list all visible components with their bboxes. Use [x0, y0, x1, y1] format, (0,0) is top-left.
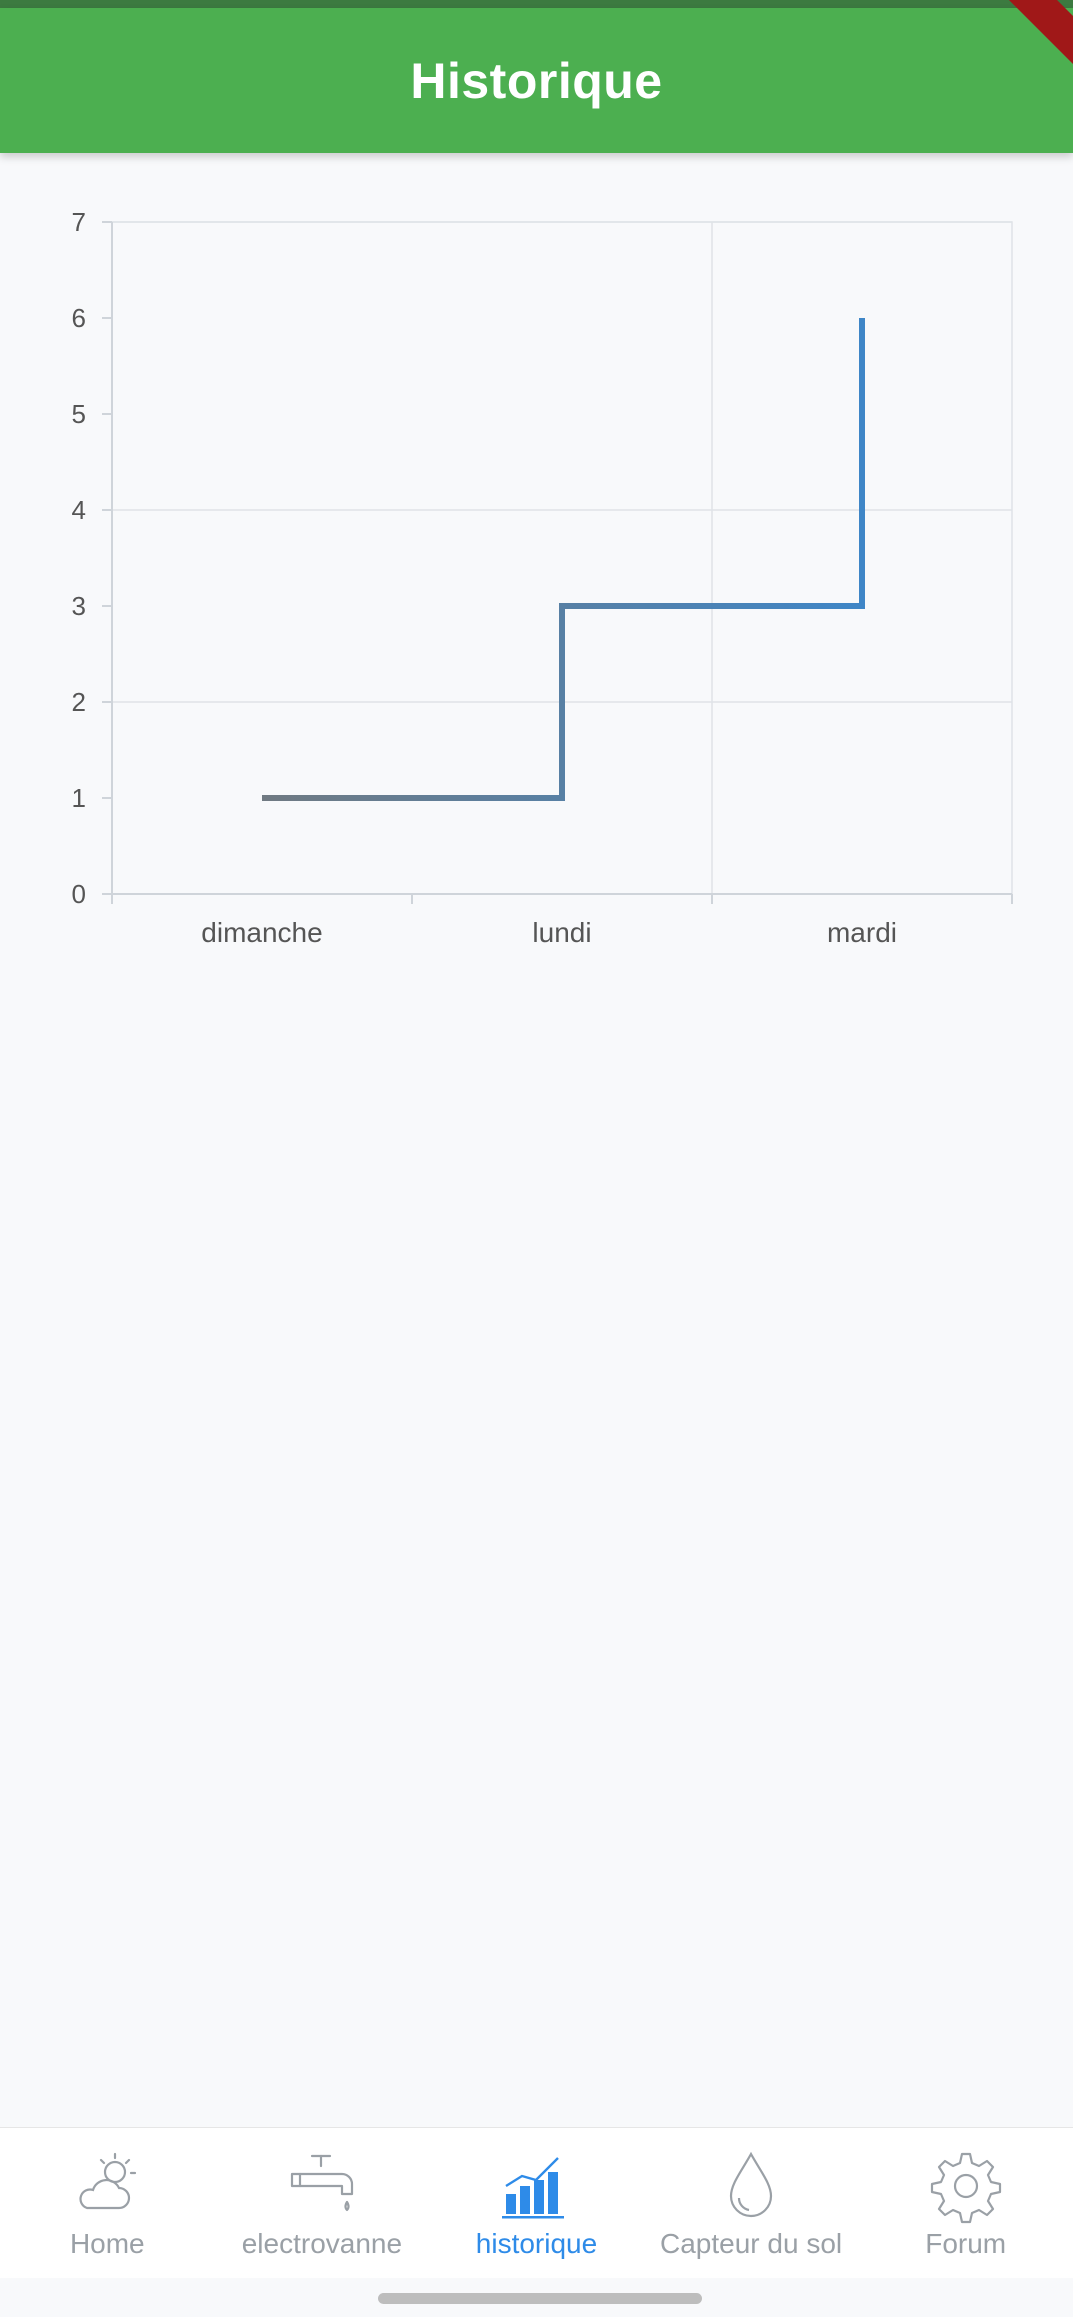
bottom-navigation: Home electrovanne historique [0, 2127, 1073, 2278]
history-chart: 0 1 2 3 4 5 6 7 dimanche lundi mardi [0, 160, 1073, 1000]
chart-y-tick-label: 6 [72, 303, 86, 333]
app-bar: Historique [0, 8, 1073, 153]
chart-y-tick-label: 1 [72, 783, 86, 813]
chart-x-tick-label: lundi [532, 917, 591, 948]
chart-y-tick-label: 4 [72, 495, 86, 525]
nav-label-home: Home [69, 2228, 145, 2259]
nav-item-historique[interactable]: historique [429, 2128, 644, 2278]
chart-y-tick-label: 3 [72, 591, 86, 621]
faucet-icon [290, 2154, 353, 2212]
page-title: Historique [410, 52, 663, 109]
nav-item-capteur-du-sol[interactable]: Capteur du sol [644, 2128, 859, 2278]
chart-x-tick-label: dimanche [201, 917, 322, 948]
weather-icon [79, 2152, 137, 2210]
chart-y-tick-label: 2 [72, 687, 86, 717]
chart-y-tick-label: 0 [72, 879, 86, 909]
bar-chart-icon [502, 2157, 565, 2219]
nav-label-capteur-du-sol: Capteur du sol [660, 2228, 843, 2259]
nav-item-home[interactable]: Home [0, 2128, 215, 2278]
chart-svg: 0 1 2 3 4 5 6 7 dimanche lundi mardi [72, 207, 1013, 948]
status-bar [0, 0, 1073, 8]
water-drop-icon [729, 2151, 773, 2218]
chart-y-tick-label: 7 [72, 207, 86, 237]
nav-label-electrovanne: electrovanne [241, 2228, 403, 2259]
home-indicator [378, 2293, 702, 2304]
nav-item-forum[interactable]: Forum [858, 2128, 1073, 2278]
gear-icon [930, 2152, 1001, 2224]
chart-series-line [262, 318, 865, 801]
nav-item-electrovanne[interactable]: electrovanne [215, 2128, 430, 2278]
nav-label-historique: historique [475, 2228, 598, 2259]
chart-x-tick-label: mardi [827, 917, 897, 948]
chart-y-tick-label: 5 [72, 399, 86, 429]
nav-label-forum: Forum [925, 2228, 1007, 2259]
